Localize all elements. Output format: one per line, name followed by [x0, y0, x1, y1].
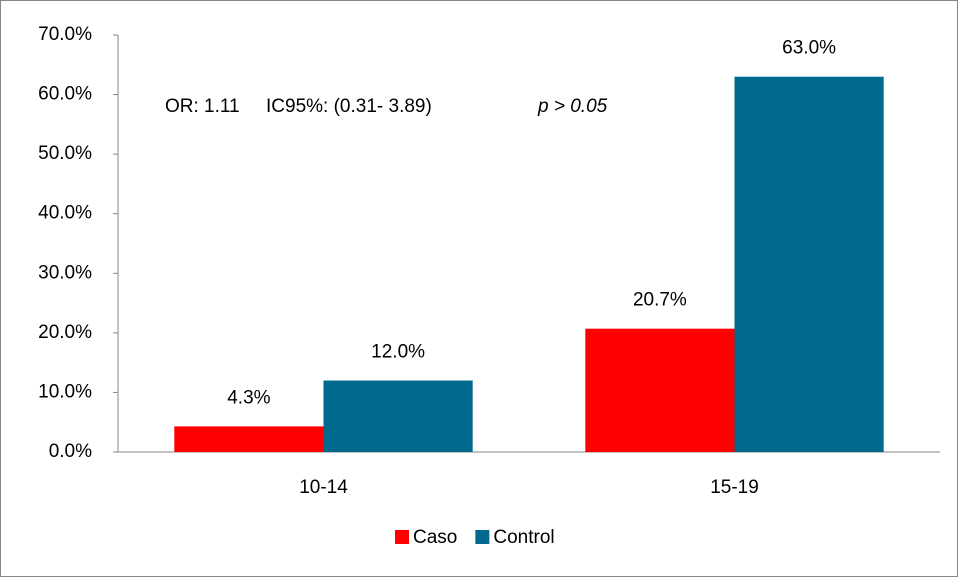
- data-label: 63.0%: [782, 38, 836, 59]
- y-tick-label: 60.0%: [38, 84, 92, 105]
- annotation: OR: 1.11 IC95%: (0.31- 3.89): [165, 96, 432, 117]
- data-label: 4.3%: [227, 387, 270, 408]
- y-tick-label: 70.0%: [38, 24, 92, 45]
- x-tick-label: 10-14: [299, 477, 348, 498]
- legend-label: Caso: [413, 527, 457, 548]
- y-tick-label: 40.0%: [38, 203, 92, 224]
- y-tick-label: 20.0%: [38, 322, 92, 343]
- y-tick-label: 30.0%: [38, 262, 92, 283]
- bar: [585, 328, 735, 452]
- annotation: p > 0.05: [537, 96, 608, 117]
- y-tick-label: 0.0%: [49, 441, 92, 462]
- data-label: 20.7%: [633, 290, 687, 311]
- data-label: 12.0%: [371, 342, 425, 363]
- legend-swatch: [475, 530, 490, 544]
- legend-label: Control: [493, 527, 554, 548]
- legend-swatch: [395, 530, 409, 544]
- x-tick-label: 15-19: [710, 477, 759, 498]
- bar: [734, 76, 884, 452]
- bar: [174, 426, 324, 452]
- y-tick-label: 10.0%: [38, 381, 92, 402]
- y-tick-label: 50.0%: [38, 143, 92, 164]
- bar: [323, 380, 473, 452]
